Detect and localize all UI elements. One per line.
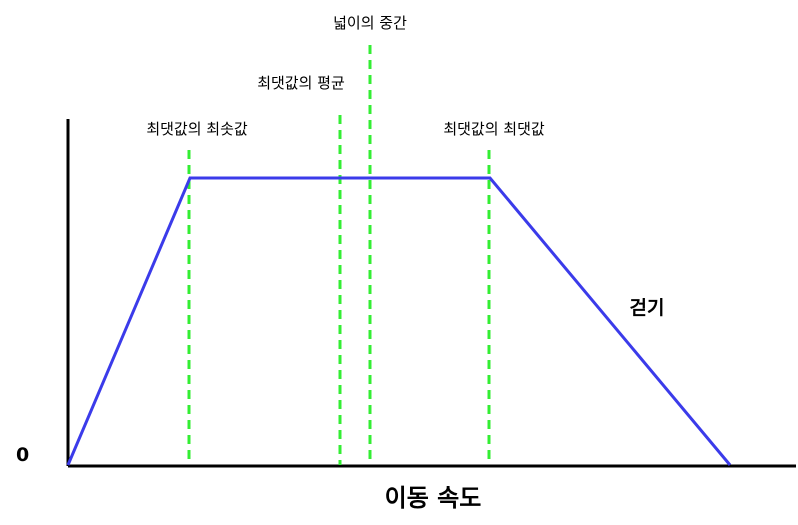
walk-membership-curve <box>66 176 732 466</box>
area-mid-label: 넓이의 중간 <box>333 14 407 32</box>
max-max-label: 최댓값의 최댓값 <box>443 120 545 138</box>
x-axis-title: 이동 속도 <box>385 484 482 512</box>
max-mean-label: 최댓값의 평균 <box>257 74 345 92</box>
max-min-label: 최댓값의 최솟값 <box>146 120 248 138</box>
origin-zero-label: 0 <box>16 444 29 466</box>
walk-label: 걷기 <box>630 297 665 319</box>
